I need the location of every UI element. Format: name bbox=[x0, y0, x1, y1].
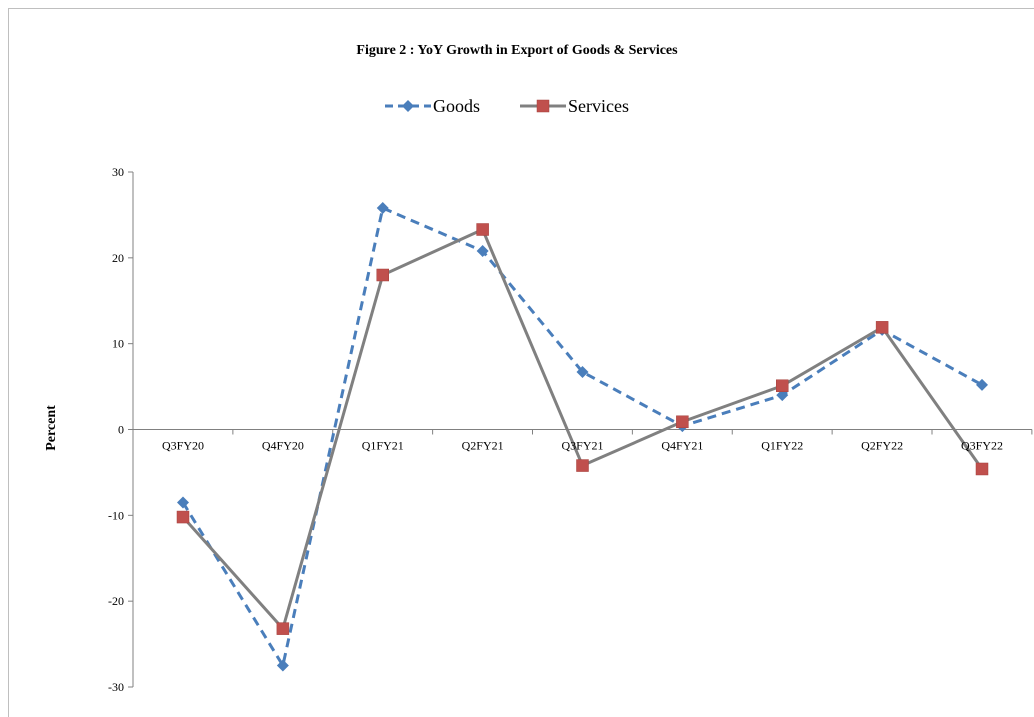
x-tick-label: Q2FY22 bbox=[861, 439, 903, 453]
y-tick-label: 10 bbox=[112, 337, 124, 351]
x-tick-label: Q3FY20 bbox=[162, 439, 204, 453]
legend-goods-swatch bbox=[385, 100, 431, 112]
data-point-services bbox=[176, 510, 190, 524]
legend-item-services: Services bbox=[520, 92, 629, 120]
y-tick-label: -20 bbox=[108, 594, 124, 608]
y-tick-label: 0 bbox=[118, 423, 124, 437]
chart-legend: Goods Services bbox=[0, 92, 1034, 120]
x-tick-label: Q3FY21 bbox=[561, 439, 603, 453]
data-point-goods bbox=[576, 365, 589, 378]
x-tick-label: Q3FY22 bbox=[961, 439, 1003, 453]
data-point-goods bbox=[476, 244, 489, 257]
data-point-services bbox=[476, 223, 489, 236]
x-tick-label: Q2FY21 bbox=[462, 439, 504, 453]
legend-services-label: Services bbox=[568, 95, 629, 116]
legend-goods-label: Goods bbox=[433, 95, 481, 116]
data-point-goods bbox=[976, 378, 988, 391]
data-point-services bbox=[376, 268, 389, 282]
data-point-goods bbox=[376, 202, 389, 215]
data-point-goods bbox=[776, 389, 789, 402]
y-tick-label: -30 bbox=[108, 680, 124, 694]
legend-item-goods: Goods bbox=[385, 92, 480, 120]
chart-frame bbox=[8, 8, 1034, 717]
data-point-services bbox=[875, 321, 889, 334]
x-tick-label: Q4FY20 bbox=[262, 439, 304, 453]
y-tick-label: 30 bbox=[112, 165, 124, 179]
x-tick-label: Q1FY21 bbox=[362, 439, 404, 453]
data-point-goods bbox=[276, 659, 289, 672]
data-point-services bbox=[975, 462, 989, 476]
x-tick-label: Q1FY22 bbox=[761, 439, 803, 453]
data-point-services bbox=[576, 459, 589, 472]
x-tick-label: Q4FY21 bbox=[661, 439, 703, 453]
y-tick-label: -10 bbox=[108, 508, 124, 522]
data-point-services bbox=[276, 622, 290, 635]
y-tick-label: 20 bbox=[112, 251, 124, 265]
data-point-goods bbox=[177, 496, 189, 509]
data-point-services bbox=[776, 379, 789, 392]
legend-services-swatch bbox=[520, 99, 566, 113]
chart-title: Figure 2 : YoY Growth in Export of Goods… bbox=[356, 43, 678, 58]
data-point-services bbox=[676, 415, 689, 429]
series-line-goods bbox=[181, 206, 983, 668]
